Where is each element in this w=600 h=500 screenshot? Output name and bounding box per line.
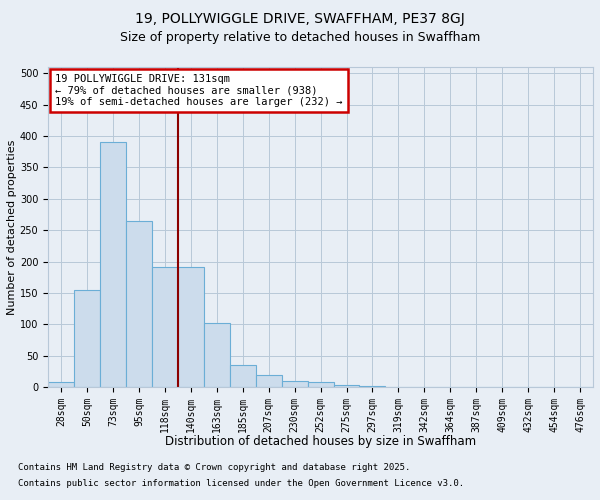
Bar <box>359 386 385 388</box>
Bar <box>308 382 334 388</box>
Bar <box>48 382 74 388</box>
Bar <box>74 290 100 388</box>
Bar <box>281 381 308 388</box>
Bar <box>230 366 256 388</box>
Text: 19 POLLYWIGGLE DRIVE: 131sqm
← 79% of detached houses are smaller (938)
19% of s: 19 POLLYWIGGLE DRIVE: 131sqm ← 79% of de… <box>55 74 343 107</box>
Bar <box>126 221 152 388</box>
Text: Size of property relative to detached houses in Swaffham: Size of property relative to detached ho… <box>120 31 480 44</box>
Bar <box>256 374 281 388</box>
Bar <box>152 266 178 388</box>
Bar <box>334 386 359 388</box>
Bar <box>412 386 437 388</box>
Text: Contains HM Land Registry data © Crown copyright and database right 2025.: Contains HM Land Registry data © Crown c… <box>18 464 410 472</box>
Bar <box>100 142 126 388</box>
Bar <box>385 386 412 388</box>
Bar <box>178 266 204 388</box>
Bar <box>204 322 230 388</box>
Text: 19, POLLYWIGGLE DRIVE, SWAFFHAM, PE37 8GJ: 19, POLLYWIGGLE DRIVE, SWAFFHAM, PE37 8G… <box>135 12 465 26</box>
X-axis label: Distribution of detached houses by size in Swaffham: Distribution of detached houses by size … <box>165 435 476 448</box>
Y-axis label: Number of detached properties: Number of detached properties <box>7 140 17 315</box>
Text: Contains public sector information licensed under the Open Government Licence v3: Contains public sector information licen… <box>18 478 464 488</box>
